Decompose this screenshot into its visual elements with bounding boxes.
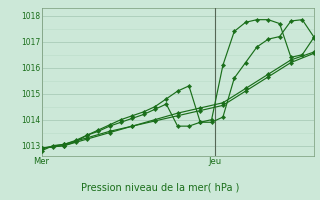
Text: Pression niveau de la mer( hPa ): Pression niveau de la mer( hPa ) [81,182,239,192]
